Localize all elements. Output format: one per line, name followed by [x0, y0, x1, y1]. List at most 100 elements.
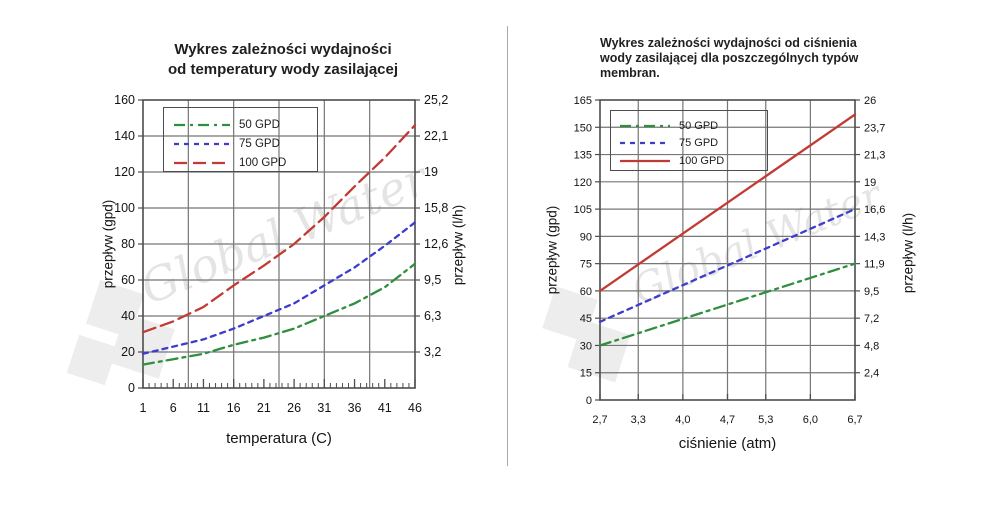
y-right-tick-label: 14,3 — [864, 231, 885, 243]
legend-row: 50 GPD — [173, 115, 317, 134]
y-right-tick-label: 21,3 — [864, 150, 885, 162]
y-left-tick-label: 30 — [580, 340, 592, 352]
legend-line-75gpd-icon — [173, 141, 231, 147]
series-line-50-gpd — [598, 262, 857, 347]
legend-line-icon — [174, 123, 230, 126]
legend-line-100gpd-icon — [619, 158, 671, 164]
temperature-chart-legend: 50 GPD 75 GPD 100 GPD — [163, 107, 318, 172]
legend-row: 100 GPD — [173, 153, 317, 172]
legend-row: 50 GPD — [619, 117, 767, 135]
legend-row: 100 GPD — [619, 152, 767, 170]
temperature-chart-title: Wykres zależności wydajności od temperat… — [118, 40, 448, 80]
legend-line-50gpd-icon — [173, 122, 231, 128]
series-line-75-gpd — [598, 207, 857, 323]
y-left-tick-label: 140 — [114, 129, 135, 143]
x-tick-label: 36 — [348, 401, 362, 415]
left-y-axis-label: przepływ (gpd) — [544, 205, 560, 295]
right-y-axis-label: przepływ (l/h) — [900, 212, 916, 294]
legend-label: 100 GPD — [239, 156, 287, 169]
y-left-tick-label: 40 — [121, 309, 135, 323]
legend-line-icon — [174, 161, 230, 164]
y-right-tick-label: 9,5 — [864, 286, 879, 298]
legend-label: 50 GPD — [679, 119, 719, 132]
legend-line-icon — [620, 142, 670, 145]
y-left-tick-label: 150 — [574, 122, 592, 134]
y-right-tick-label: 25,2 — [424, 93, 448, 107]
legend-line-icon — [620, 159, 670, 162]
y-right-tick-label: 15,8 — [424, 201, 448, 215]
y-left-tick-label: 60 — [580, 286, 592, 298]
left-y-axis-label: przepływ (gpd) — [100, 199, 116, 289]
x-axis-label: ciśnienie (atm) — [678, 435, 777, 452]
y-left-tick-label: 0 — [586, 395, 592, 407]
pressure-chart-title: Wykres zależności wydajności od ciśnieni… — [600, 36, 890, 81]
panel-divider — [507, 26, 508, 466]
x-tick-label: 6,7 — [847, 414, 862, 426]
x-tick-label: 46 — [408, 401, 422, 415]
legend-label: 50 GPD — [239, 118, 280, 131]
series-line-75-gpd — [141, 221, 417, 355]
series-line-50-gpd — [141, 262, 417, 366]
y-right-tick-label: 7,2 — [864, 313, 879, 325]
title-line: wody zasilającej dla poszczególnych typó… — [600, 51, 859, 65]
legend-label: 75 GPD — [239, 137, 280, 150]
x-tick-label: 1 — [140, 401, 147, 415]
series-line-100-gpd — [598, 113, 857, 293]
x-tick-label: 2,7 — [592, 414, 607, 426]
y-left-tick-label: 80 — [121, 237, 135, 251]
y-left-tick-label: 20 — [121, 345, 135, 359]
y-right-tick-label: 19 — [424, 165, 438, 179]
title-line: membran. — [600, 66, 660, 80]
watermark-text: Global Water — [133, 150, 438, 315]
y-left-tick-label: 60 — [121, 273, 135, 287]
y-right-tick-label: 2,4 — [864, 368, 879, 380]
title-line: od temperatury wody zasilającej — [167, 61, 399, 78]
y-left-tick-label: 120 — [574, 177, 592, 189]
y-right-tick-label: 26 — [864, 95, 876, 107]
y-right-tick-label: 23,7 — [864, 122, 885, 134]
x-tick-label: 16 — [227, 401, 241, 415]
y-left-tick-label: 90 — [580, 231, 592, 243]
x-tick-label: 21 — [257, 401, 271, 415]
x-tick-label: 5,3 — [758, 414, 773, 426]
y-right-tick-label: 3,2 — [424, 345, 441, 359]
x-tick-label: 41 — [378, 401, 392, 415]
y-left-tick-label: 120 — [114, 165, 135, 179]
title-line: Wykres zależności wydajności od ciśnieni… — [600, 36, 857, 50]
x-tick-label: 11 — [197, 401, 210, 415]
x-tick-label: 4,7 — [720, 414, 735, 426]
series-line-100-gpd — [141, 124, 417, 334]
y-left-tick-label: 105 — [574, 204, 592, 216]
y-left-tick-label: 45 — [580, 313, 592, 325]
y-right-tick-label: 19 — [864, 177, 876, 189]
y-left-tick-label: 100 — [114, 201, 135, 215]
y-left-tick-label: 160 — [114, 93, 135, 107]
y-left-tick-label: 0 — [128, 381, 135, 395]
x-tick-label: 3,3 — [631, 414, 646, 426]
title-line: Wykres zależności wydajności — [174, 41, 392, 58]
legend-row: 75 GPD — [173, 134, 317, 153]
legend-line-icon — [620, 124, 670, 127]
legend-label: 100 GPD — [679, 154, 725, 167]
x-tick-label: 4,0 — [675, 414, 690, 426]
legend-line-100gpd-icon — [173, 160, 231, 166]
y-left-tick-label: 135 — [574, 150, 592, 162]
pressure-chart-legend: 50 GPD 75 GPD 100 GPD — [610, 110, 768, 171]
legend-row: 75 GPD — [619, 135, 767, 153]
legend-line-50gpd-icon — [619, 123, 671, 129]
y-right-tick-label: 22,1 — [424, 129, 448, 143]
x-tick-label: 6 — [170, 401, 177, 415]
x-tick-label: 31 — [317, 401, 331, 415]
y-right-tick-label: 16,6 — [864, 204, 885, 216]
right-y-axis-label: przepływ (l/h) — [450, 204, 466, 286]
y-left-tick-label: 15 — [580, 368, 592, 380]
y-right-tick-label: 6,3 — [424, 309, 441, 323]
watermark-shape — [66, 334, 118, 386]
legend-label: 75 GPD — [679, 137, 719, 150]
legend-line-icon — [174, 142, 230, 145]
y-right-tick-label: 12,6 — [424, 237, 448, 251]
x-tick-label: 6,0 — [803, 414, 818, 426]
x-tick-label: 26 — [287, 401, 301, 415]
